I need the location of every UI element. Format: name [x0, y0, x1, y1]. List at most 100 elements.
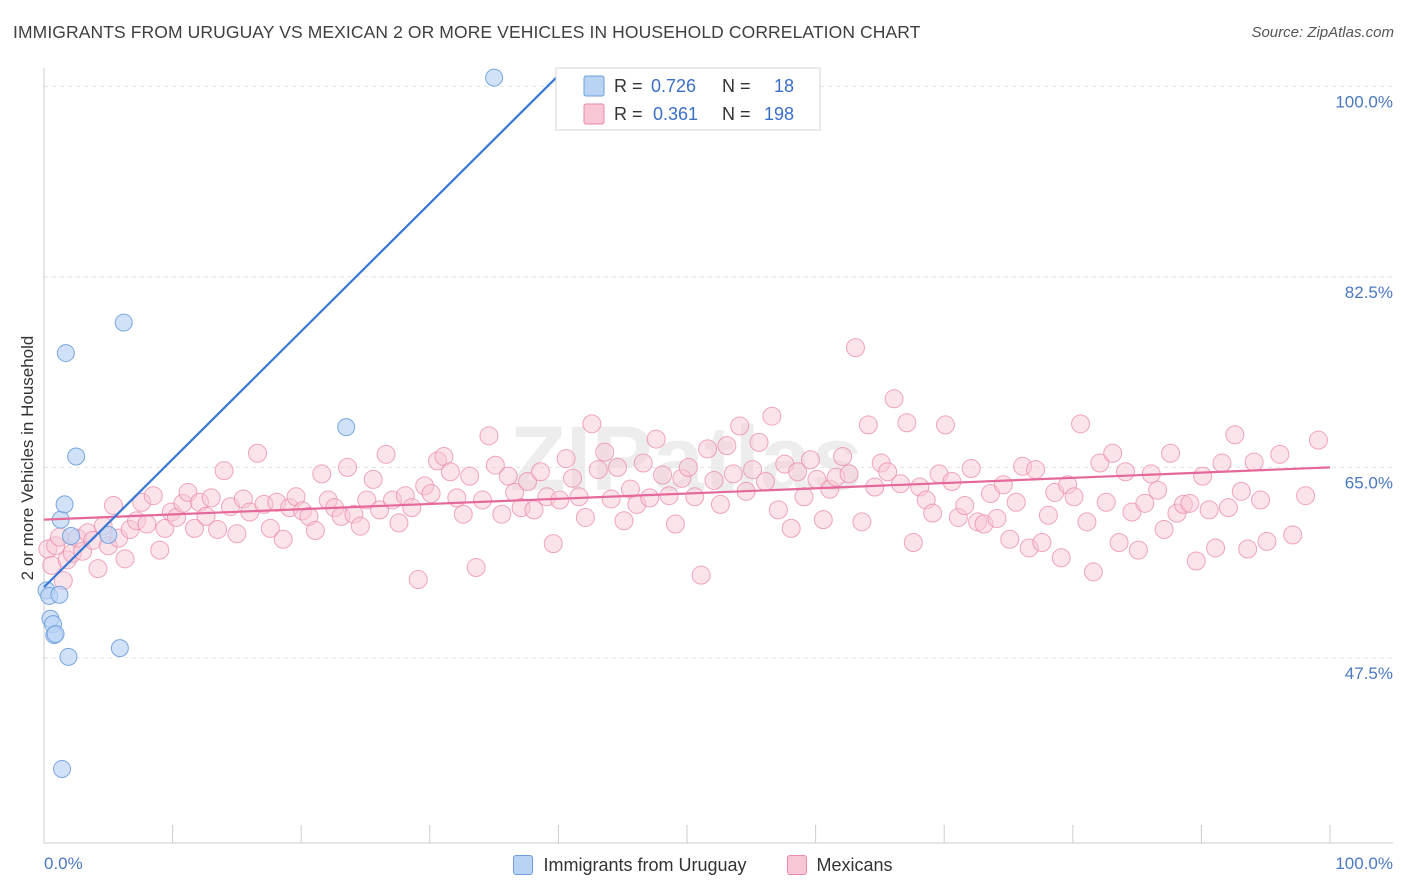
data-point-mexicans [143, 486, 163, 506]
legend-swatch-mexicans [786, 855, 807, 875]
data-point-uruguay [337, 418, 356, 437]
data-point-mexicans [1154, 519, 1174, 539]
data-point-mexicans [524, 500, 544, 520]
data-point-mexicans [1180, 493, 1200, 513]
data-point-mexicans [550, 490, 570, 510]
data-point-mexicans [1051, 548, 1071, 568]
tick-labels: 47.5% 65.0% 82.5% 100.0% 0.0% 100.0% [44, 92, 1393, 873]
data-point-mexicans [137, 514, 157, 534]
trend-lines [43, 74, 1331, 588]
x-tick-label: 0.0% [44, 854, 83, 873]
data-point-mexicans [1270, 444, 1290, 464]
data-point-mexicans [421, 484, 441, 504]
data-point-mexicans [1238, 539, 1258, 559]
data-point-mexicans [214, 461, 234, 481]
stats-r-value-mexicans: 0.361 [653, 104, 698, 124]
data-point-mexicans [184, 518, 204, 538]
data-point-mexicans [788, 462, 808, 482]
data-point-mexicans [1231, 481, 1251, 501]
data-point-mexicans [813, 510, 833, 530]
stats-r-label: R = [614, 104, 643, 124]
data-point-mexicans [1135, 493, 1155, 513]
data-point-mexicans [1161, 443, 1181, 463]
data-point-mexicans [453, 504, 473, 524]
data-point-mexicans [1225, 425, 1245, 445]
data-point-mexicans [357, 490, 377, 510]
data-point-mexicans [1206, 538, 1226, 558]
data-point-mexicans [1193, 466, 1213, 486]
stats-swatch-mexicans [583, 103, 605, 125]
data-point-mexicans [582, 414, 602, 434]
data-point-mexicans [1077, 512, 1097, 532]
axes [43, 68, 1393, 844]
data-point-mexicans [762, 406, 782, 426]
data-point-mexicans [305, 521, 325, 541]
data-point-uruguay [46, 624, 65, 643]
data-point-mexicans [1026, 460, 1046, 480]
data-point-mexicans [150, 540, 170, 560]
chart-title: IMMIGRANTS FROM URUGUAY VS MEXICAN 2 OR … [13, 22, 921, 42]
data-point-mexicans [588, 460, 608, 480]
legend: Immigrants from Uruguay Mexicans [0, 852, 1406, 878]
data-point-mexicans [466, 558, 486, 578]
data-point-mexicans [473, 490, 493, 510]
data-point-mexicans [1296, 486, 1316, 506]
data-point-mexicans [1083, 562, 1103, 582]
data-point-mexicans [337, 457, 357, 477]
data-point-mexicans [363, 469, 383, 489]
stats-box: R = 0.726 N = 18 R = 0.361 N = 198 [555, 67, 821, 131]
data-point-mexicans [633, 453, 653, 473]
data-point-mexicans [884, 389, 904, 409]
data-point-mexicans [563, 468, 583, 488]
data-point-mexicans [115, 549, 135, 569]
data-point-mexicans [961, 458, 981, 478]
trend-line-uruguay [43, 74, 560, 588]
data-point-mexicans [227, 524, 247, 544]
trend-line-mexicans [43, 466, 1331, 521]
data-point-mexicans [201, 488, 221, 508]
data-point-mexicans [800, 450, 820, 470]
data-point-mexicans [987, 509, 1007, 529]
data-point-mexicans [1109, 533, 1129, 553]
data-point-uruguay [50, 585, 69, 604]
data-point-mexicans [103, 495, 123, 515]
y-tick-label: 82.5% [1345, 283, 1393, 302]
data-point-mexicans [1218, 498, 1238, 518]
data-point-mexicans [1186, 551, 1206, 571]
data-point-mexicans [460, 466, 480, 486]
data-point-uruguay [55, 495, 74, 514]
data-point-mexicans [717, 436, 737, 456]
data-point-mexicans [1212, 453, 1232, 473]
data-point-mexicans [839, 464, 859, 484]
y-tick-label: 100.0% [1335, 92, 1393, 111]
data-point-mexicans [273, 529, 293, 549]
data-point-uruguay [485, 68, 504, 87]
data-point-mexicans [1116, 462, 1136, 482]
data-point-mexicans [1257, 531, 1277, 551]
data-point-mexicans [749, 432, 769, 452]
stats-n-label: N = [722, 104, 751, 124]
data-point-mexicans [781, 518, 801, 538]
data-point-mexicans [389, 513, 409, 533]
source-credit: Source: ZipAtlas.com [1251, 24, 1394, 41]
data-point-mexicans [665, 514, 685, 534]
data-point-uruguay [53, 759, 72, 778]
uruguay-points [37, 68, 504, 778]
data-point-mexicans [1064, 487, 1084, 507]
stats-r-value-uruguay: 0.726 [651, 76, 696, 96]
data-point-mexicans [852, 512, 872, 532]
data-point-mexicans [1199, 500, 1219, 520]
legend-label-mexicans: Mexicans [816, 854, 893, 875]
data-point-mexicans [408, 570, 428, 590]
data-point-mexicans [685, 487, 705, 507]
data-point-mexicans [608, 457, 628, 477]
mexicans-points [38, 338, 1328, 591]
data-point-mexicans [530, 462, 550, 482]
data-point-mexicans [659, 486, 679, 506]
data-point-mexicans [1308, 430, 1328, 450]
data-point-mexicans [1244, 452, 1264, 472]
data-point-mexicans [260, 518, 280, 538]
data-point-mexicans [743, 460, 763, 480]
data-point-mexicans [1096, 492, 1116, 512]
data-point-mexicans [723, 464, 743, 484]
